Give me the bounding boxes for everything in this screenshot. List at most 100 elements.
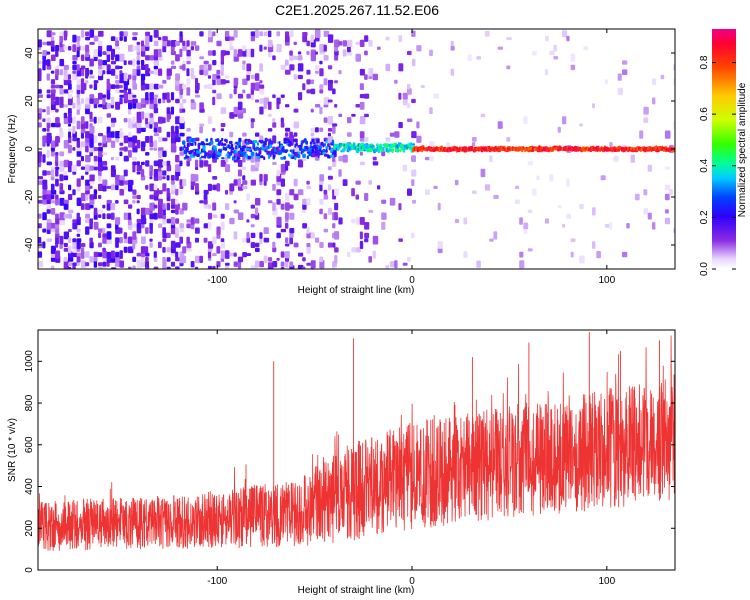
spectrogram-cell	[85, 121, 89, 129]
spectrogram-cell	[297, 264, 304, 269]
spectrogram-cell	[389, 197, 396, 206]
spectrogram-line-cell	[246, 148, 250, 151]
spectrogram-cell	[68, 89, 74, 93]
spectrogram-cell	[263, 97, 269, 105]
spectrogram-line-cell	[546, 146, 548, 150]
spectrogram-cell	[80, 141, 86, 148]
spectrogram-cell	[255, 73, 260, 81]
spectrogram-line-cell	[188, 138, 192, 143]
spectrogram-cell	[153, 140, 158, 149]
spectrogram-cell	[186, 68, 190, 77]
spectrogram-cell	[63, 104, 69, 108]
spectrogram-cell	[285, 104, 290, 108]
spectrogram-cell	[149, 102, 154, 110]
spectrogram-cell	[229, 40, 233, 47]
spectrogram-cell	[119, 70, 123, 74]
spectrogram-cell	[429, 141, 435, 148]
spectrogram-cells	[38, 29, 675, 269]
spectrogram-cell	[68, 131, 71, 138]
spectrogram-cell	[46, 190, 52, 195]
spectrogram-cell	[519, 260, 525, 269]
spectrogram-cell	[76, 238, 82, 243]
spectrogram-cell	[652, 97, 656, 105]
spectrogram-cell	[407, 88, 412, 95]
spectrogram-cell	[93, 83, 98, 91]
spectrogram-cell	[42, 50, 48, 57]
spectrogram-line-cell	[376, 143, 379, 146]
spectrogram-cell	[50, 265, 55, 269]
spectrogram-cell	[182, 64, 186, 71]
spectrogram-cell	[306, 40, 310, 47]
spectrogram-cell	[136, 200, 140, 204]
spectrogram-cell	[622, 69, 628, 75]
spectrogram-cell	[297, 55, 303, 61]
spectrogram-cell	[622, 60, 628, 65]
spectrogram-cell	[372, 161, 379, 166]
spectrogram-line-cell	[186, 142, 190, 148]
spectrogram-cell	[398, 63, 404, 72]
spectrogram-cell	[433, 185, 438, 189]
spectrogram-cell	[364, 192, 369, 201]
spectrogram-cell	[293, 193, 299, 201]
spectrogram-cell	[216, 40, 222, 47]
spectrogram-line-cell	[309, 144, 312, 149]
spectrogram-cell	[246, 237, 251, 243]
spectrogram-cell	[319, 198, 324, 205]
spectrogram-line-cell	[283, 156, 286, 160]
spectrogram-cell	[93, 260, 98, 268]
spectrogram-cell	[225, 30, 230, 37]
spectrogram-cell	[119, 66, 123, 69]
spectrogram-cell	[158, 223, 163, 229]
spectrogram-cell	[68, 237, 72, 243]
spectrogram-line-cell	[207, 152, 209, 157]
spectrogram-cell	[153, 204, 158, 209]
spectrogram-line-cell	[235, 145, 238, 150]
spectrogram-cell	[289, 236, 293, 245]
spectrogram-cell	[351, 218, 355, 224]
snr-ytick-label: 800	[24, 394, 35, 411]
spectrogram-cell	[212, 78, 216, 86]
spectrogram-cell	[153, 83, 159, 90]
spectrogram-cell	[207, 247, 213, 252]
spectrogram-cell	[267, 128, 273, 132]
spectrogram-cell	[570, 53, 576, 62]
spectrogram-cell	[80, 46, 86, 51]
spectrogram-cell	[162, 137, 168, 142]
spectrogram-cell	[285, 260, 289, 268]
spectrogram-cell	[170, 180, 175, 185]
spectrogram-cell	[613, 155, 619, 162]
spectrogram-line-cell	[222, 143, 227, 146]
spectrogram-cell	[162, 79, 167, 84]
spectrogram-cell	[115, 46, 121, 50]
spectrogram-cell	[85, 251, 90, 258]
spectrogram-line-cell	[324, 143, 326, 147]
spectrogram-line-cell	[283, 141, 287, 144]
spectrogram-cell	[68, 128, 72, 132]
spectrogram-cell	[128, 131, 132, 138]
spectrogram-cell	[372, 156, 377, 161]
spectrogram-cell	[664, 130, 671, 139]
spectrogram-cell	[106, 53, 111, 62]
spectrogram-cell	[267, 30, 272, 38]
spectrogram-cell	[106, 136, 112, 143]
spectrogram-cell	[132, 265, 136, 269]
spectrogram-line-cell	[328, 145, 331, 151]
spectrogram-cell	[297, 74, 303, 80]
spectrogram-cell	[203, 64, 208, 71]
spectrogram-cell	[59, 96, 64, 106]
spectrogram-cell	[162, 40, 167, 47]
spectrogram-cell	[46, 132, 52, 137]
spectrogram-cell	[119, 36, 123, 41]
spectrogram-line-cell	[419, 145, 422, 150]
spectrogram-cell	[364, 113, 369, 118]
spectrogram-cell	[38, 68, 42, 77]
spectrogram-cell	[220, 107, 227, 114]
spectrogram-cell	[106, 231, 112, 240]
spectrogram-cell	[123, 92, 129, 101]
spectrogram-cell	[50, 208, 56, 215]
spectrogram-cell	[76, 64, 80, 71]
spectrogram-cell	[407, 188, 412, 196]
spectrogram-cell	[76, 160, 81, 167]
spectrogram-cell	[102, 135, 107, 144]
spectrogram-cell	[55, 45, 60, 52]
